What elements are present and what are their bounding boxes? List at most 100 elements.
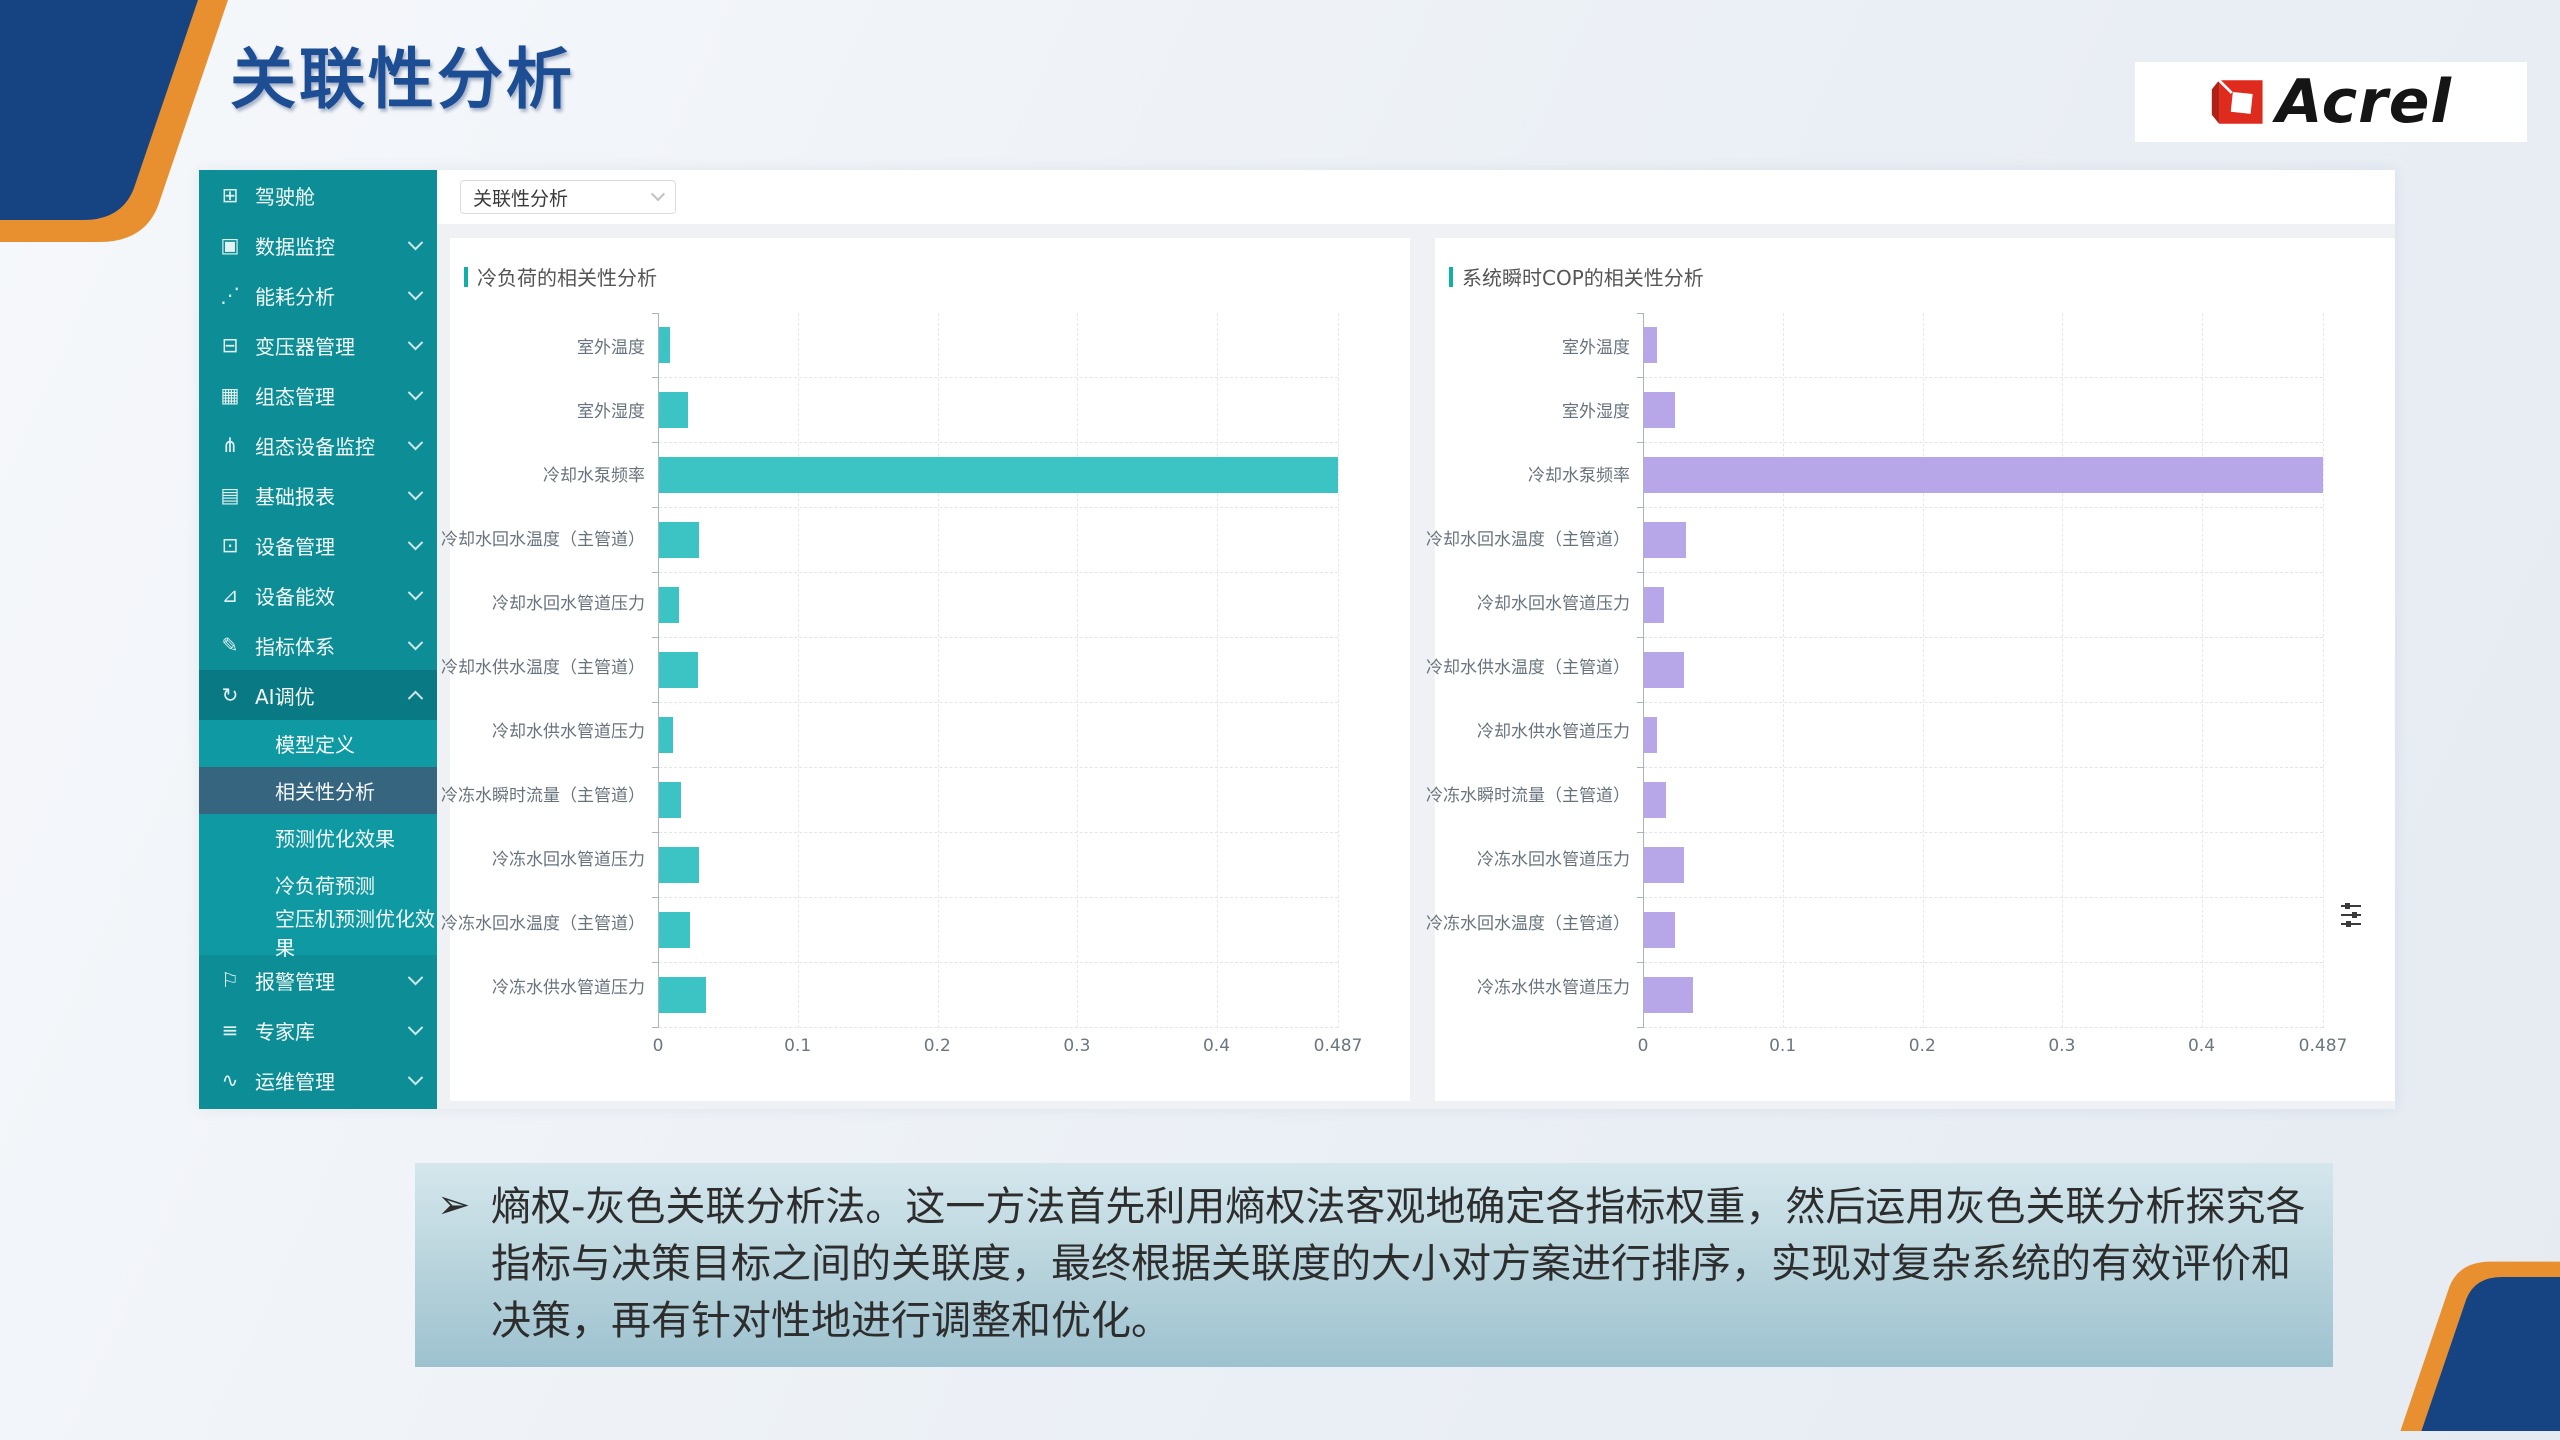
- sidebar-item-label: 运维管理: [255, 1069, 335, 1094]
- category-label: 冷却水泵频率: [543, 465, 645, 486]
- category-band: [652, 378, 1338, 443]
- sidebar-item[interactable]: ⊟ 变压器管理: [199, 320, 437, 370]
- chart-title: 冷负荷的相关性分析: [464, 262, 1410, 291]
- category-band: [1637, 378, 2323, 443]
- chevron-down-icon: [407, 584, 424, 600]
- x-axis-tick: 0.1: [1769, 1036, 1797, 1056]
- sidebar-item[interactable]: ⊿ 设备能效: [199, 570, 437, 620]
- sidebar-subitem[interactable]: 冷负荷预测: [199, 861, 437, 908]
- bar: [659, 457, 1338, 493]
- category-label: 冷却水回水温度（主管道）: [1426, 529, 1630, 550]
- cooling-load-bar-chart: 室外温度 室外湿度 冷却水泵频率 冷却水回水温度（主管道） 冷却水回水管道压力 冷却水供水…: [441, 313, 1410, 1068]
- bar: [1644, 782, 1667, 818]
- sidebar-item[interactable]: ▣ 数据监控: [199, 220, 437, 270]
- cop-bar-chart: 室外温度 室外湿度 冷却水泵频率 冷却水回水温度（主管道） 冷却水回水管道压力 冷却水供水…: [1426, 313, 2395, 1068]
- category-band: [652, 573, 1338, 638]
- x-axis-tick: 0: [652, 1036, 664, 1056]
- sidebar-item-label: 专家库: [255, 1019, 315, 1044]
- device-topology-icon: ⋔: [221, 433, 239, 457]
- sidebar-subitem[interactable]: 相关性分析: [199, 767, 437, 814]
- sidebar-subitem-label: 相关性分析: [275, 780, 375, 804]
- sidebar-item[interactable]: ⋔ 组态设备监控: [199, 420, 437, 470]
- chevron-down-icon: [650, 187, 666, 202]
- sidebar-item[interactable]: ⚐ 报警管理: [199, 955, 437, 1005]
- chevron-down-icon: [407, 969, 424, 985]
- chevron-up-icon: [407, 690, 424, 706]
- title-accent-bar: [1449, 266, 1453, 287]
- sidebar-item[interactable]: ✎ 指标体系: [199, 620, 437, 670]
- category-band: [1637, 313, 2323, 378]
- gridline: [937, 313, 939, 1028]
- sidebar-item-label: 基础报表: [255, 484, 335, 509]
- sidebar-item-label: 能耗分析: [255, 284, 335, 309]
- category-band: [652, 833, 1338, 898]
- gridline: [2062, 313, 2064, 1028]
- x-axis-tick: 0.487: [2298, 1036, 2348, 1056]
- sliders-icon[interactable]: [2341, 902, 2361, 932]
- sidebar-item[interactable]: ⊞ 驾驶舱: [199, 170, 437, 220]
- x-axis-tick: 0.2: [923, 1036, 951, 1056]
- bar: [659, 327, 671, 363]
- bar: [1644, 717, 1657, 753]
- bar: [659, 717, 673, 753]
- gridline: [1922, 313, 1924, 1028]
- note-block: ➢ 熵权-灰色关联分析法。这一方法首先利用熵权法客观地确定各指标权重，然后运用灰…: [415, 1163, 2333, 1368]
- axis-spacer: [450, 1028, 658, 1068]
- category-label: 冷冻水供水管道压力: [492, 977, 645, 998]
- category-label: 室外温度: [577, 337, 645, 358]
- category-label: 冷却水供水管道压力: [492, 721, 645, 742]
- bar: [659, 522, 700, 558]
- bar: [659, 652, 699, 688]
- toolbar: 关联性分析: [437, 170, 2395, 224]
- plot-area: [1637, 313, 2324, 1028]
- category-label: 冷冻水瞬时流量（主管道）: [441, 785, 645, 806]
- category-label: 冷却水回水温度（主管道）: [441, 529, 645, 550]
- category-band: [1637, 898, 2323, 963]
- x-axis-tick: 0.2: [1908, 1036, 1936, 1056]
- sidebar-subitem[interactable]: 预测优化效果: [199, 814, 437, 861]
- analysis-type-value: 关联性分析: [473, 187, 569, 210]
- dashboard-icon: ⊞: [221, 183, 239, 207]
- category-band: [1637, 638, 2323, 703]
- acrel-logo: Acrel: [2135, 62, 2527, 142]
- sidebar-item-label: 报警管理: [255, 969, 335, 994]
- operations-icon: ∿: [221, 1068, 239, 1092]
- sidebar-subitem-label: 模型定义: [275, 733, 355, 757]
- sidebar-item[interactable]: ∿ 运维管理: [199, 1055, 437, 1105]
- sidebar-item[interactable]: ⊡ 设备管理: [199, 520, 437, 570]
- bar: [659, 587, 679, 623]
- x-axis: 0 0.1 0.2 0.3 0.4 0.487: [653, 1036, 1363, 1068]
- sidebar-item-label: 设备管理: [255, 534, 335, 559]
- transformer-icon: ⊟: [221, 333, 239, 357]
- x-axis-tick: 0.3: [1063, 1036, 1091, 1056]
- category-label: 冷冻水回水温度（主管道）: [441, 913, 645, 934]
- category-label: 室外温度: [1562, 337, 1630, 358]
- x-axis-tick: 0.487: [1313, 1036, 1363, 1056]
- sidebar-item-label: 设备能效: [255, 584, 335, 609]
- sidebar-item-label: 驾驶舱: [255, 184, 315, 209]
- category-band: [1637, 768, 2323, 833]
- acrel-logo-text: Acrel: [2275, 67, 2452, 137]
- device-efficiency-icon: ⊿: [221, 583, 239, 607]
- bar: [659, 977, 707, 1013]
- sidebar-item[interactable]: ⋰ 能耗分析: [199, 270, 437, 320]
- title-accent-bar: [464, 266, 468, 287]
- category-band: [1637, 963, 2323, 1028]
- sidebar-subitem[interactable]: 模型定义: [199, 720, 437, 767]
- sidebar-subitem[interactable]: 空压机预测优化效果: [199, 907, 437, 960]
- sidebar-item[interactable]: ▦ 组态管理: [199, 370, 437, 420]
- sidebar-item[interactable]: ↻ AI调优: [199, 670, 437, 720]
- sidebar-item[interactable]: ▤ 基础报表: [199, 470, 437, 520]
- data-monitor-icon: ▣: [220, 233, 240, 257]
- category-label: 室外湿度: [577, 401, 645, 422]
- x-axis-tick: 0.4: [1202, 1036, 1231, 1056]
- category-label: 冷冻水回水温度（主管道）: [1426, 913, 1630, 934]
- analysis-type-select[interactable]: 关联性分析: [460, 180, 676, 214]
- category-band: [652, 768, 1338, 833]
- sidebar: ⊞ 驾驶舱 ▣ 数据监控 ⋰ 能耗分析 ⊟ 变压器管理 ▦ 组态管理 ⋔ 组态设备监控 ▤ 基础报表 ⊡ 设备…: [199, 170, 437, 1109]
- gridline: [1216, 313, 1218, 1028]
- sidebar-item[interactable]: ≡ 专家库: [199, 1005, 437, 1055]
- chevron-down-icon: [407, 234, 424, 250]
- sidebar-item-label: 变压器管理: [255, 334, 355, 359]
